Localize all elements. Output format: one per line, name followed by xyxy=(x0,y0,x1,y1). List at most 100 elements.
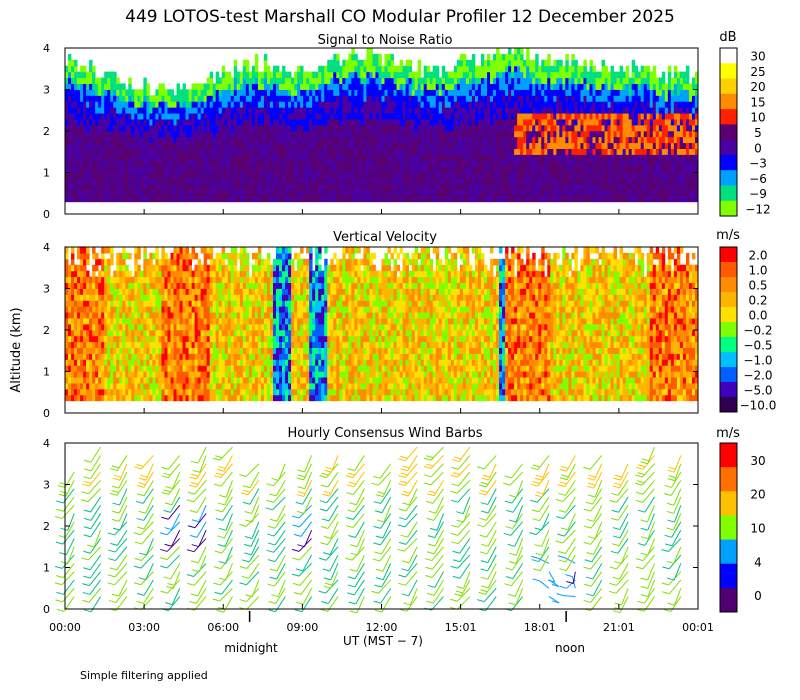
snr-cell xyxy=(384,148,388,155)
snr-cell xyxy=(342,118,346,126)
snr-cell xyxy=(426,154,431,161)
snr-cell xyxy=(571,65,575,73)
snr-cell xyxy=(625,195,630,203)
snr-cell xyxy=(152,136,156,144)
snr-cell xyxy=(212,118,217,126)
snr-cell xyxy=(86,183,90,191)
snr-cell xyxy=(393,183,397,191)
snr-cell xyxy=(212,112,217,120)
snr-cell xyxy=(327,124,331,132)
snr-cell xyxy=(348,71,352,79)
snr-cell xyxy=(360,112,364,120)
snr-cell xyxy=(670,177,675,185)
snr-cell xyxy=(465,183,470,191)
snr-cell xyxy=(610,95,614,102)
snr-cell xyxy=(203,160,208,167)
snr-cell xyxy=(583,195,587,203)
snr-cell xyxy=(574,183,578,191)
snr-cell xyxy=(477,160,482,167)
snr-cell xyxy=(532,107,536,114)
snr-cell xyxy=(242,118,247,126)
velocity-cell xyxy=(65,353,69,360)
snr-cell xyxy=(215,177,220,185)
snr-cell xyxy=(393,118,397,126)
snr-cell xyxy=(520,160,524,167)
snr-cell xyxy=(354,142,358,149)
snr-cell xyxy=(435,177,440,185)
snr-cell xyxy=(164,160,168,167)
snr-cell xyxy=(122,107,126,114)
snr-cell xyxy=(462,148,467,155)
snr-cell xyxy=(74,142,78,149)
snr-cell xyxy=(595,136,599,144)
snr-cell xyxy=(318,142,322,149)
snr-cell xyxy=(480,89,485,96)
snr-cell xyxy=(435,65,440,73)
snr-cell xyxy=(496,48,500,55)
snr-cell xyxy=(294,154,298,161)
snr-cell xyxy=(450,195,455,203)
snr-cell xyxy=(592,65,596,73)
snr-cell xyxy=(444,101,449,108)
snr-cell xyxy=(562,166,566,173)
snr-cell xyxy=(312,71,316,79)
snr-cell xyxy=(417,136,422,144)
snr-cell xyxy=(312,83,316,90)
snr-cell xyxy=(667,189,672,197)
snr-cell xyxy=(191,118,196,126)
snr-cell xyxy=(291,136,295,144)
snr-cell xyxy=(562,183,566,191)
snr-cell xyxy=(529,95,533,102)
snr-cell xyxy=(667,183,672,191)
snr-cell xyxy=(429,142,434,149)
snr-cell xyxy=(526,95,530,102)
snr-cell xyxy=(125,160,129,167)
snr-cell xyxy=(65,83,69,90)
snr-cell xyxy=(191,177,196,185)
snr-cell xyxy=(483,183,488,191)
snr-cell xyxy=(330,183,334,191)
snr-cell xyxy=(676,83,681,90)
snr-cell xyxy=(607,166,611,173)
snr-cell xyxy=(230,124,235,132)
snr-cell xyxy=(429,136,434,144)
snr-cell xyxy=(487,89,491,96)
snr-cell xyxy=(694,142,699,149)
snr-cell xyxy=(411,107,416,114)
snr-cell xyxy=(122,136,126,144)
snr-cell xyxy=(384,183,388,191)
snr-cell xyxy=(405,124,410,132)
snr-cell xyxy=(137,136,141,144)
snr-cell xyxy=(580,136,584,144)
snr-cell xyxy=(580,65,584,73)
snr-cell xyxy=(646,183,651,191)
snr-cell xyxy=(357,89,361,96)
snr-cell xyxy=(487,166,491,173)
snr-cell xyxy=(345,154,349,161)
velocity-cell xyxy=(80,329,84,337)
snr-cell xyxy=(520,118,524,126)
snr-cell xyxy=(209,195,214,203)
snr-cell xyxy=(89,118,93,126)
snr-cell xyxy=(233,130,238,138)
snr-cell xyxy=(167,95,171,102)
velocity-cell xyxy=(77,353,81,360)
snr-cell xyxy=(586,101,590,108)
snr-cell xyxy=(218,83,223,90)
snr-cell xyxy=(227,107,232,114)
snr-cell xyxy=(276,195,280,203)
snr-cell xyxy=(212,172,217,179)
snr-cell xyxy=(369,177,373,185)
snr-cell xyxy=(574,130,578,138)
snr-cell xyxy=(408,71,413,79)
snr-cell xyxy=(402,89,407,96)
snr-cell xyxy=(679,107,684,114)
snr-cell xyxy=(260,148,265,155)
snr-cell xyxy=(490,118,494,126)
snr-cell xyxy=(547,59,551,67)
snr-cell xyxy=(613,160,618,167)
snr-cell xyxy=(309,172,313,179)
snr-cell xyxy=(601,59,605,67)
snr-cell xyxy=(634,107,639,114)
snr-cell xyxy=(682,89,687,96)
